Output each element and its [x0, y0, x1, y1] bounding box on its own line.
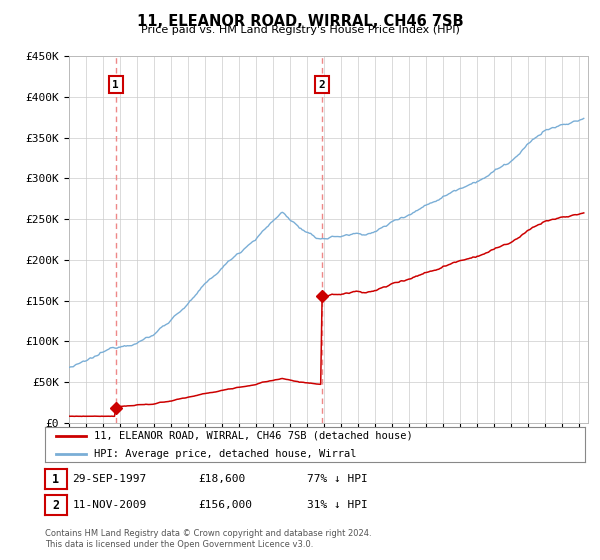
Text: 11, ELEANOR ROAD, WIRRAL, CH46 7SB (detached house): 11, ELEANOR ROAD, WIRRAL, CH46 7SB (deta…	[94, 431, 412, 441]
Text: £18,600: £18,600	[199, 474, 246, 484]
Text: 1: 1	[112, 80, 119, 90]
Text: HPI: Average price, detached house, Wirral: HPI: Average price, detached house, Wirr…	[94, 449, 356, 459]
Text: 31% ↓ HPI: 31% ↓ HPI	[307, 500, 367, 510]
Text: 2: 2	[319, 80, 325, 90]
Text: 29-SEP-1997: 29-SEP-1997	[73, 474, 147, 484]
Text: 2: 2	[52, 498, 59, 512]
Text: Price paid vs. HM Land Registry's House Price Index (HPI): Price paid vs. HM Land Registry's House …	[140, 25, 460, 35]
Text: This data is licensed under the Open Government Licence v3.0.: This data is licensed under the Open Gov…	[45, 540, 313, 549]
Text: £156,000: £156,000	[199, 500, 253, 510]
Text: 77% ↓ HPI: 77% ↓ HPI	[307, 474, 367, 484]
Text: 11, ELEANOR ROAD, WIRRAL, CH46 7SB: 11, ELEANOR ROAD, WIRRAL, CH46 7SB	[137, 14, 463, 29]
Text: 11-NOV-2009: 11-NOV-2009	[73, 500, 147, 510]
Text: 1: 1	[52, 473, 59, 486]
Text: Contains HM Land Registry data © Crown copyright and database right 2024.: Contains HM Land Registry data © Crown c…	[45, 529, 371, 538]
